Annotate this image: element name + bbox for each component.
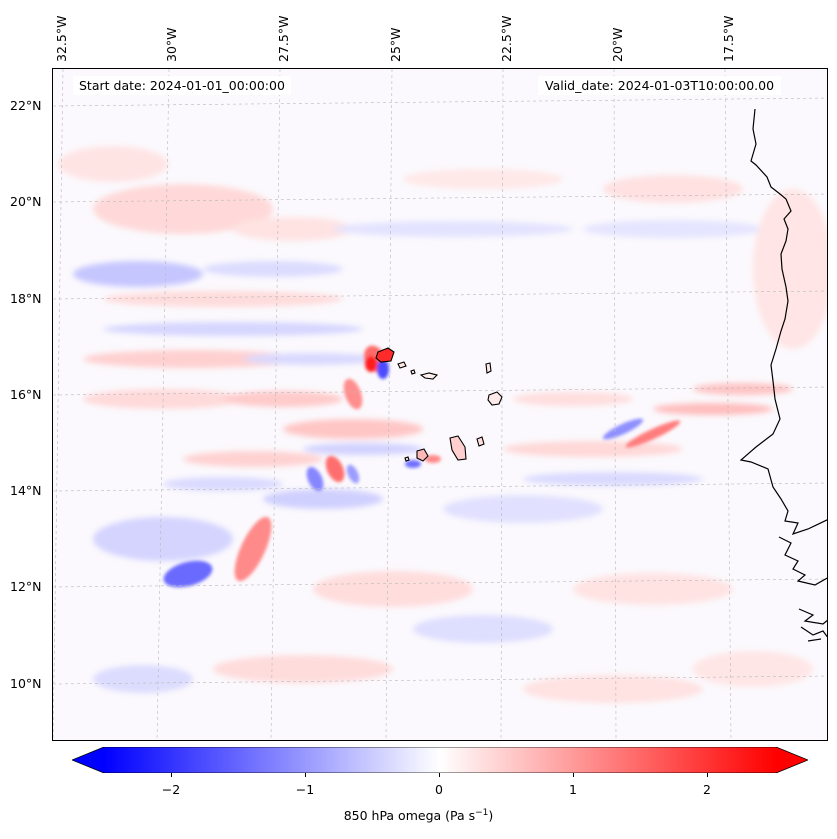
- coast-detail-bissau: [798, 608, 827, 642]
- island-maio: [476, 436, 485, 447]
- omega-strong-features: [163, 345, 681, 588]
- island-fogo: [416, 448, 429, 462]
- lon-label-32-5w: 32.5°W: [54, 15, 69, 62]
- colorbar-tickmark-neg1: [305, 773, 306, 777]
- lat-label-18n: 18°N: [10, 291, 42, 306]
- lon-label-30w: 30°W: [164, 27, 179, 62]
- colorbar-label: 850 hPa omega (Pa s−1): [0, 808, 837, 823]
- colorbar-label-close: ): [488, 808, 494, 824]
- colorbar-tick-2: 2: [703, 782, 711, 797]
- lon-label-27-5w: 27.5°W: [276, 15, 291, 62]
- lat-label-20n: 20°N: [10, 194, 42, 209]
- lon-label-20w: 20°W: [610, 27, 625, 62]
- island-santa-luzia: [410, 369, 416, 375]
- lon-label-25w: 25°W: [388, 27, 403, 62]
- lat-label-22n: 22°N: [10, 98, 42, 113]
- island-brava: [404, 456, 410, 462]
- island-santiago: [449, 435, 467, 461]
- coast-detail-senegal: [778, 536, 827, 586]
- omega-field: [58, 146, 827, 703]
- valid-date-label: Valid_date: 2024-01-03T10:00:00.00: [538, 76, 782, 95]
- colorbar-tick-0: 0: [435, 782, 443, 797]
- colorbar-tickmark-0: [439, 773, 440, 777]
- colorbar-label-exponent: −1: [475, 808, 489, 818]
- colorbar-tick-1: 1: [569, 782, 577, 797]
- colorbar-gradient: [104, 747, 776, 773]
- start-date-label: Start date: 2024-01-01_00:00:00: [73, 76, 291, 95]
- colorbar-extend-min: [72, 747, 104, 773]
- lat-label-16n: 16°N: [10, 387, 42, 402]
- colorbar-label-text: 850 hPa omega (Pa s: [343, 808, 476, 824]
- colorbar-tick-neg1: −1: [295, 782, 315, 797]
- colorbar-tick-neg2: −2: [161, 782, 181, 797]
- island-sao-vicente: [397, 361, 407, 369]
- lon-label-17-5w: 17.5°W: [721, 15, 736, 62]
- lat-label-12n: 12°N: [10, 579, 42, 594]
- colorbar-tickmark-2: [707, 773, 708, 777]
- colorbar: [70, 746, 810, 774]
- island-boa-vista: [487, 391, 503, 406]
- gridlines: [53, 69, 827, 740]
- lat-label-10n: 10°N: [10, 676, 42, 691]
- island-santo-antao: [375, 347, 395, 363]
- island-sal: [485, 362, 492, 374]
- lat-label-14n: 14°N: [10, 483, 42, 498]
- island-sao-nicolau: [419, 372, 439, 380]
- colorbar-tickmark-neg2: [171, 773, 172, 777]
- map-canvas: [53, 69, 827, 740]
- omega-map: [52, 68, 828, 741]
- cabo-verde-islands: [375, 347, 503, 462]
- colorbar-graphic: [70, 746, 810, 774]
- colorbar-extend-max: [776, 747, 808, 773]
- african-coastline: [739, 108, 827, 536]
- coastlines: [739, 108, 827, 642]
- colorbar-tickmark-1: [573, 773, 574, 777]
- lon-label-22-5w: 22.5°W: [499, 15, 514, 62]
